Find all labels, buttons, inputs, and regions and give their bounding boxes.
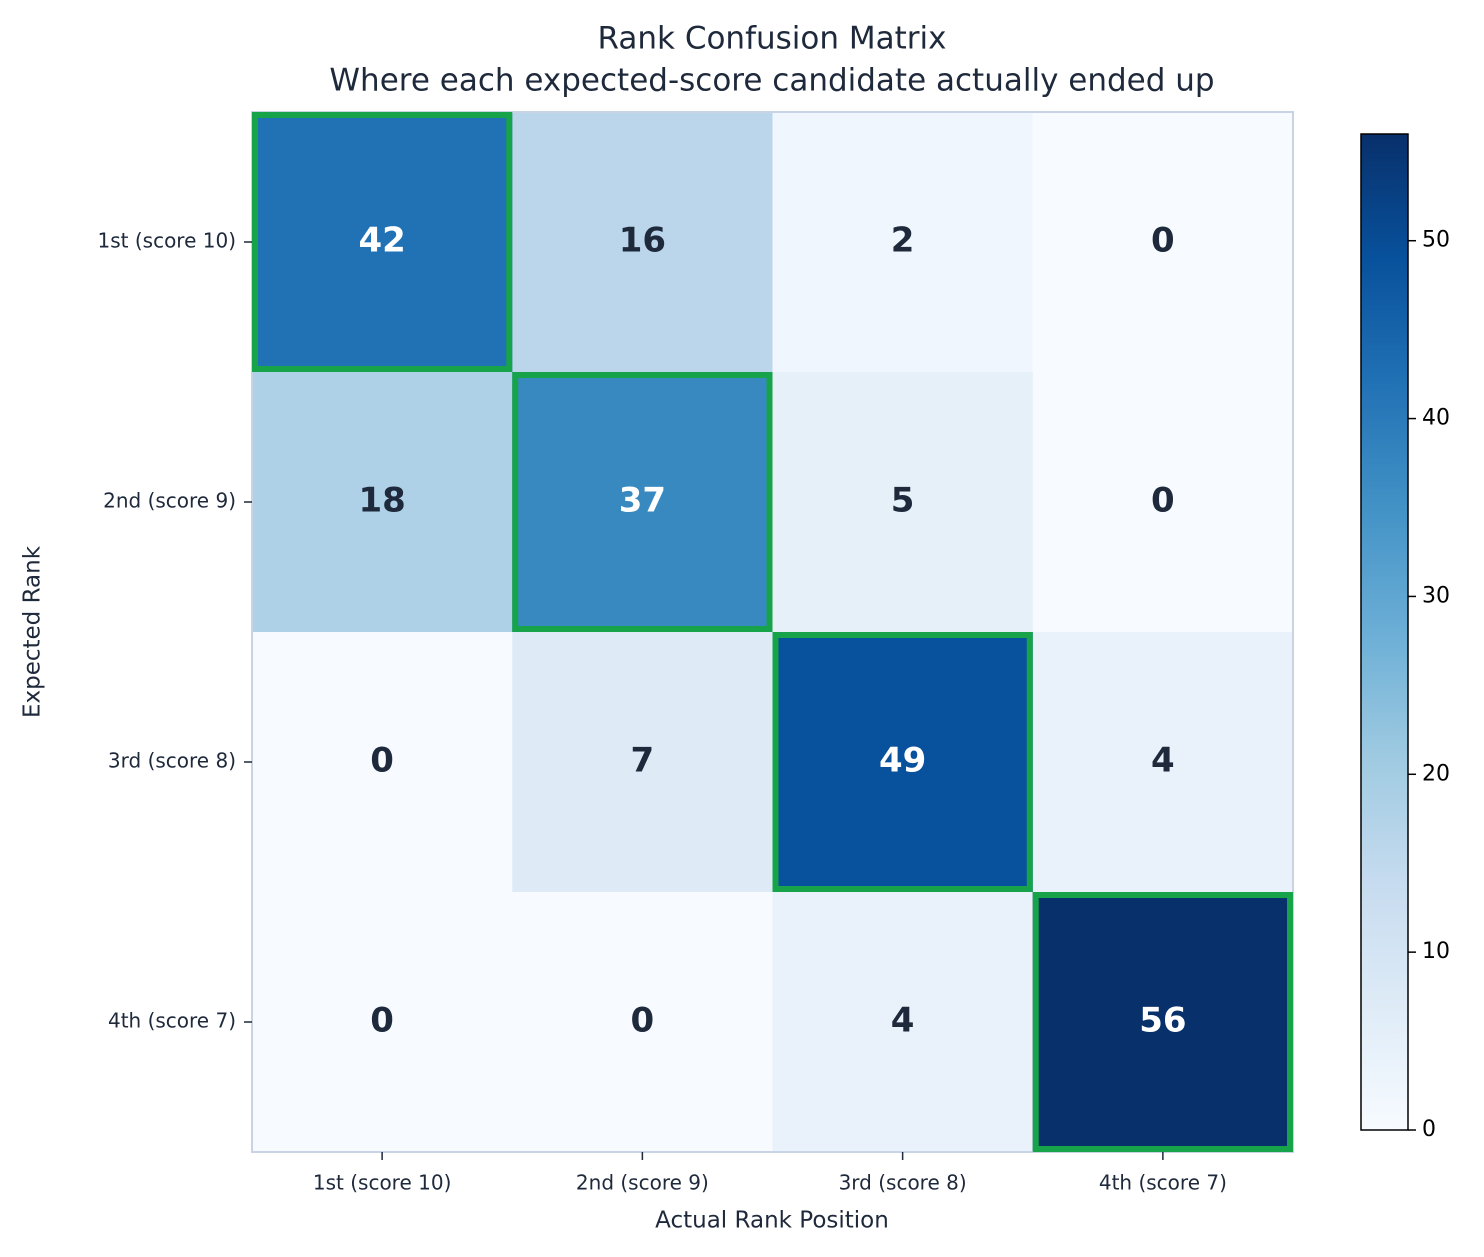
colorbar-tick-label: 30 — [1422, 583, 1450, 608]
cell-value-label: 0 — [631, 1001, 655, 1041]
cell-value-label: 2 — [891, 221, 915, 261]
colorbar — [1360, 133, 1409, 1131]
colorbar-tick-label: 10 — [1422, 939, 1450, 964]
x-tick-label: 4th (score 7) — [1099, 1171, 1227, 1195]
heatmap-cell — [252, 372, 513, 633]
cell-value-label: 0 — [1151, 221, 1175, 261]
heatmap-cell — [512, 112, 773, 373]
x-tick-label: 1st (score 10) — [313, 1171, 452, 1195]
heatmap-cell — [772, 892, 1034, 1153]
y-axis-label: Expected Rank — [20, 545, 46, 718]
heatmap-cell — [1032, 892, 1294, 1153]
y-tick-label: 3rd (score 8) — [108, 749, 236, 773]
heatmap-cell — [252, 632, 513, 893]
plot-frame — [251, 111, 1294, 1153]
chart-subtitle: Where each expected-score candidate actu… — [329, 63, 1214, 99]
cell-value-label: 4 — [891, 1001, 915, 1041]
cell-value-label: 49 — [879, 741, 926, 781]
heatmap-cell — [772, 372, 1034, 633]
diagonal-highlight — [512, 372, 773, 632]
cell-value-label: 0 — [370, 1001, 394, 1041]
colorbar-tick-label: 0 — [1422, 1117, 1436, 1142]
x-tick-label: 3rd (score 8) — [839, 1171, 967, 1195]
cell-value-label: 0 — [1151, 481, 1175, 521]
heatmap-cell — [1032, 112, 1294, 373]
diagonal-highlight — [772, 632, 1033, 892]
cell-value-label: 7 — [631, 741, 655, 781]
heatmap-cell — [512, 892, 773, 1153]
cell-value-label: 56 — [1139, 1001, 1186, 1041]
cell-value-label: 16 — [619, 221, 666, 261]
heatmap-cell — [772, 632, 1034, 893]
cell-value-label: 0 — [370, 741, 394, 781]
heatmap-cell — [1032, 632, 1294, 893]
heatmap-cell — [772, 112, 1034, 373]
chart-title: Rank Confusion Matrix — [598, 21, 947, 57]
cell-value-label: 5 — [891, 481, 915, 521]
diagonal-highlight — [252, 112, 513, 372]
y-tick-label: 4th (score 7) — [108, 1009, 236, 1033]
heatmap-cell — [512, 632, 773, 893]
heatmap-cell — [252, 112, 513, 373]
colorbar-tick-label: 50 — [1422, 228, 1450, 253]
x-axis-label: Actual Rank Position — [655, 1208, 889, 1234]
colorbar-tick-label: 40 — [1422, 406, 1450, 431]
heatmap-cell — [1032, 372, 1294, 633]
heatmap-cell — [512, 372, 773, 633]
colorbar-tick-label: 20 — [1422, 761, 1450, 786]
cell-value-label: 37 — [619, 481, 666, 521]
x-tick-label: 2nd (score 9) — [576, 1171, 709, 1195]
heatmap-cell — [252, 892, 513, 1153]
cell-value-label: 4 — [1151, 741, 1175, 781]
cell-value-label: 18 — [358, 481, 405, 521]
diagonal-highlight — [1032, 892, 1293, 1152]
y-tick-label: 1st (score 10) — [98, 229, 237, 253]
cell-value-label: 42 — [358, 221, 405, 261]
y-tick-label: 2nd (score 9) — [103, 489, 236, 513]
